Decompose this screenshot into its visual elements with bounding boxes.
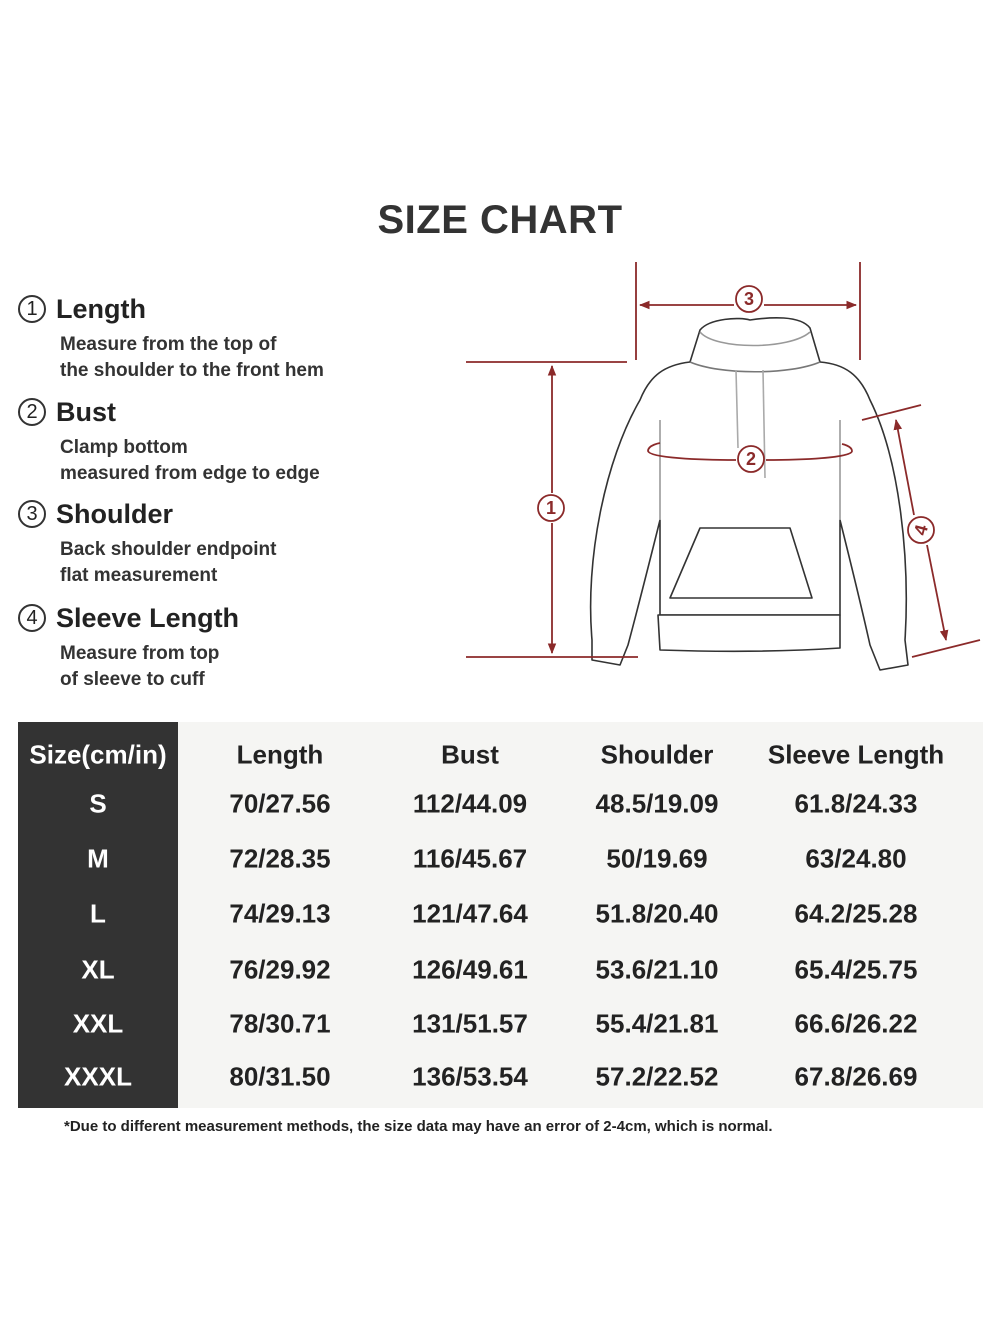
table-cell: 51.8/20.40 bbox=[595, 898, 719, 929]
footnote: *Due to different measurement methods, t… bbox=[64, 1118, 773, 1135]
circled-number-icon: 2 bbox=[18, 398, 46, 426]
table-cell: 61.8/24.33 bbox=[794, 788, 918, 819]
table-cell: 136/53.54 bbox=[412, 1061, 528, 1092]
hoodie-outline bbox=[589, 317, 909, 671]
size-column: Size(cm/in) S M L XL XXL XXXL bbox=[18, 722, 178, 1108]
table-cell: 131/51.57 bbox=[412, 1008, 528, 1039]
legend-desc-line: measured from edge to edge bbox=[60, 463, 320, 484]
table-cell: 126/49.61 bbox=[412, 954, 528, 985]
table-cell: 74/29.13 bbox=[229, 898, 331, 929]
measure-lines bbox=[466, 262, 981, 658]
legend-desc-line: flat measurement bbox=[60, 565, 218, 586]
table-cell: 70/27.56 bbox=[229, 788, 331, 819]
hoodie-diagram: 3 2 1 4 bbox=[466, 262, 981, 671]
size-label: L bbox=[90, 898, 106, 929]
table-cell: 78/30.71 bbox=[229, 1008, 331, 1039]
legend-desc-line: Back shoulder endpoint bbox=[60, 539, 277, 560]
table-cell: 76/29.92 bbox=[229, 954, 331, 985]
table-cell: 112/44.09 bbox=[412, 788, 528, 819]
table-cell: 50/19.69 bbox=[606, 843, 708, 874]
size-label: XXL bbox=[72, 1008, 124, 1039]
size-label: S bbox=[89, 788, 107, 819]
legend-desc-line: Measure from the top of bbox=[60, 334, 277, 355]
legend-desc-line: Measure from top bbox=[60, 643, 220, 664]
column-header: Length bbox=[236, 739, 324, 770]
legend-desc-line: Clamp bottom bbox=[60, 437, 188, 458]
table-cell: 48.5/19.09 bbox=[595, 788, 719, 819]
table-cell: 64.2/25.28 bbox=[794, 898, 918, 929]
circled-number-icon: 3 bbox=[18, 500, 46, 528]
size-table: Size(cm/in) S M L XL XXL XXXL Length Bust Should… bbox=[18, 722, 983, 1108]
marker-4: 4 bbox=[910, 523, 932, 538]
marker-3: 3 bbox=[744, 289, 754, 309]
legend-desc-line: the shoulder to the front hem bbox=[60, 360, 324, 381]
legend-item: 1 Length Measure from the top of the shoul… bbox=[18, 292, 324, 384]
size-label: XL bbox=[81, 954, 115, 985]
size-label: M bbox=[87, 843, 109, 874]
table-cell: 72/28.35 bbox=[229, 843, 331, 874]
table-cell: 116/45.67 bbox=[412, 843, 528, 874]
table-cell: 66.6/26.22 bbox=[794, 1008, 918, 1039]
column-header: Bust bbox=[441, 739, 499, 770]
table-cell: 57.2/22.52 bbox=[595, 1061, 719, 1092]
legend-item: 2 Bust Clamp bottom measured from edge to … bbox=[18, 395, 320, 487]
legend-item: 4 Sleeve Length Measure from top of sleeve… bbox=[18, 601, 239, 693]
table-cell: 63/24.80 bbox=[805, 843, 907, 874]
size-label: XXXL bbox=[64, 1061, 132, 1092]
marker-1: 1 bbox=[546, 498, 556, 518]
legend-label: Bust bbox=[56, 396, 116, 427]
page-title: SIZE CHART bbox=[377, 198, 623, 242]
table-cell: 67.8/26.69 bbox=[794, 1061, 918, 1092]
column-header: Shoulder bbox=[600, 739, 714, 770]
column-header: Sleeve Length bbox=[767, 739, 945, 770]
table-cell: 55.4/21.81 bbox=[595, 1008, 719, 1039]
table-cell: 121/47.64 bbox=[412, 898, 528, 929]
circled-number-icon: 4 bbox=[18, 604, 46, 632]
legend-label: Shoulder bbox=[56, 498, 174, 529]
legend-item: 3 Shoulder Back shoulder endpoint flat mea… bbox=[18, 497, 276, 589]
table-cell: 80/31.50 bbox=[229, 1061, 331, 1092]
table-cell: 53.6/21.10 bbox=[595, 954, 719, 985]
marker-badges bbox=[537, 285, 935, 544]
marker-2: 2 bbox=[746, 449, 756, 469]
table-cell: 65.4/25.75 bbox=[794, 954, 918, 985]
circled-number-icon: 1 bbox=[18, 295, 46, 323]
legend-label: Sleeve Length bbox=[56, 602, 240, 633]
legend-desc-line: of sleeve to cuff bbox=[60, 669, 205, 690]
legend-label: Length bbox=[56, 293, 146, 324]
column-header: Size(cm/in) bbox=[29, 739, 167, 770]
